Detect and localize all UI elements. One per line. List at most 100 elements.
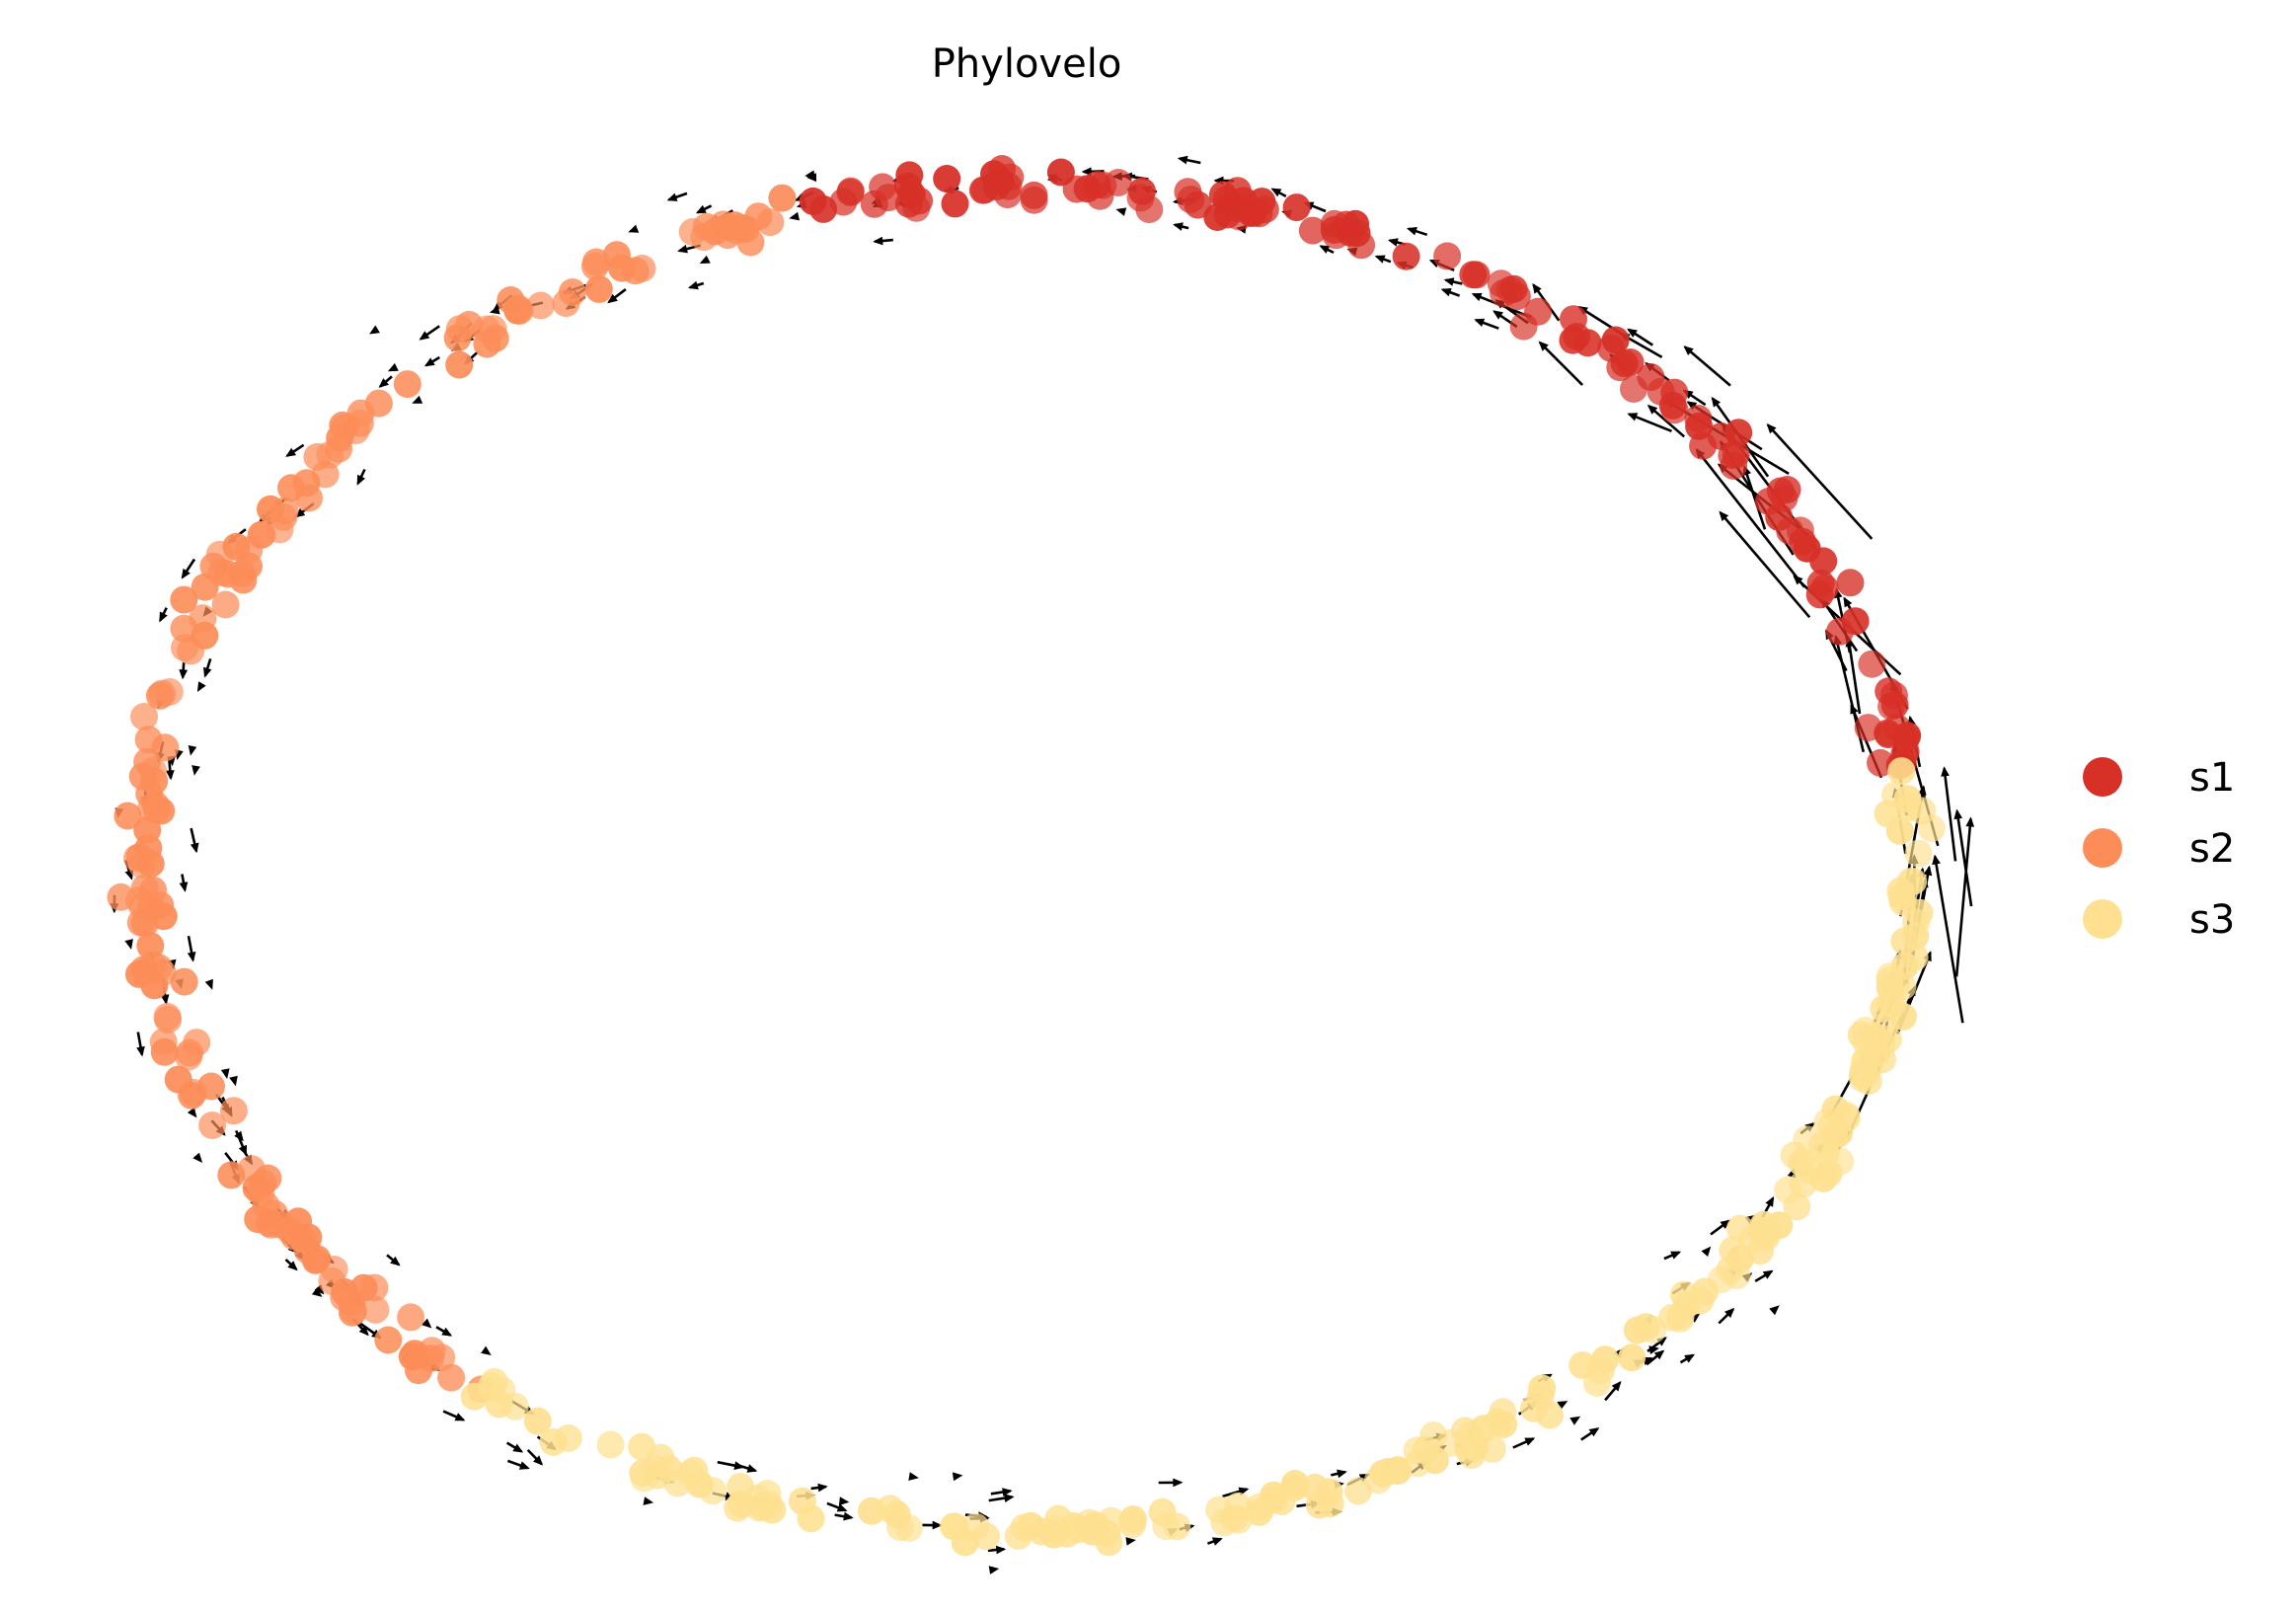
velocity-arrow (435, 1326, 453, 1337)
velocity-arrows (110, 155, 1975, 1574)
legend-label-s1: s1 (2189, 755, 2235, 801)
velocity-arrow (442, 1410, 466, 1421)
velocity-arrow (196, 681, 206, 692)
velocity-arrow (187, 1107, 197, 1118)
velocity-arrow (159, 607, 168, 623)
velocity-arrow (922, 1520, 943, 1530)
cell-point-s2 (731, 215, 760, 244)
velocity-arrow (1474, 318, 1499, 330)
velocity-arrow (505, 1441, 524, 1453)
velocity-arrow (526, 1448, 544, 1466)
cell-point-s2 (768, 184, 797, 212)
cell-point-s3 (644, 1461, 672, 1490)
velocity-arrow (1270, 188, 1287, 198)
cell-point-s1 (1766, 477, 1795, 505)
cell-point-s3 (1814, 1159, 1843, 1188)
cell-point-s1 (1720, 451, 1748, 480)
velocity-arrow (285, 443, 305, 457)
cell-point-s3 (676, 1459, 705, 1488)
velocity-arrow (1627, 413, 1672, 433)
cell-point-s3 (554, 1423, 582, 1452)
velocity-arrow (1440, 288, 1461, 297)
cell-point-s3 (460, 1382, 489, 1411)
cell-point-s2 (217, 1161, 246, 1190)
cell-point-s1 (1509, 312, 1538, 341)
cell-point-s2 (374, 1326, 403, 1354)
cell-point-s1 (1487, 269, 1515, 298)
cell-point-s3 (1403, 1436, 1431, 1465)
velocity-arrow (1953, 808, 1973, 907)
cell-point-s2 (360, 1273, 389, 1302)
velocity-arrow (699, 255, 711, 264)
cell-point-s3 (480, 1368, 508, 1396)
legend: s1 s2 s3 (2083, 755, 2235, 943)
velocity-arrow (988, 1566, 1000, 1574)
cell-point-s3 (523, 1407, 552, 1435)
cell-point-s2 (183, 1029, 211, 1057)
cell-point-s1 (1836, 569, 1865, 597)
cell-point-s2 (154, 1005, 183, 1034)
velocity-arrow (1158, 1478, 1184, 1488)
cell-point-s2 (329, 411, 357, 439)
velocity-arrow (1769, 1305, 1780, 1316)
cell-point-s1 (1867, 748, 1894, 777)
cell-point-s1 (1126, 184, 1155, 212)
cell-point-s2 (130, 703, 158, 730)
cell-point-s1 (1809, 547, 1838, 576)
velocity-arrow (1627, 328, 1654, 346)
velocity-arrow (987, 1545, 1007, 1555)
cell-point-s3 (727, 1473, 755, 1501)
velocity-arrow (1683, 345, 1731, 387)
cell-point-s2 (136, 850, 165, 878)
velocity-arrow (628, 224, 640, 233)
velocity-arrow (1719, 510, 1811, 619)
cell-point-s2 (443, 324, 472, 352)
cell-point-s3 (1669, 1280, 1698, 1309)
velocity-arrow (506, 1459, 530, 1470)
velocity-arrow (1125, 1537, 1136, 1546)
velocity-arrow (1645, 1349, 1665, 1366)
legend-label-s2: s2 (2189, 826, 2235, 872)
cell-point-s3 (941, 1512, 969, 1541)
cell-point-s2 (445, 350, 474, 379)
cell-points (107, 155, 1946, 1557)
cell-point-s2 (479, 315, 507, 344)
cell-point-s3 (1618, 1343, 1646, 1372)
velocity-arrow (988, 1494, 1015, 1502)
cell-point-s2 (170, 585, 198, 614)
velocity-arrow (386, 1254, 401, 1267)
cell-point-s2 (497, 286, 525, 314)
velocity-arrow (181, 558, 196, 579)
cell-point-s3 (1040, 1515, 1069, 1543)
cell-point-s2 (133, 815, 162, 844)
velocity-arrow (826, 1501, 848, 1512)
velocity-arrow (387, 362, 399, 372)
cell-point-s1 (1239, 198, 1267, 227)
cell-point-s2 (130, 909, 159, 938)
velocity-arrow (873, 236, 893, 246)
cell-point-s3 (1901, 922, 1930, 951)
cell-point-s2 (552, 289, 580, 318)
velocity-arrow (421, 1318, 432, 1329)
cell-point-s2 (255, 1209, 283, 1237)
velocity-arrow (1954, 816, 1975, 977)
cell-point-s3 (1484, 1408, 1512, 1436)
velocity-arrow (607, 288, 627, 304)
cell-point-s3 (1374, 1458, 1402, 1486)
cell-point-s3 (1789, 1170, 1817, 1198)
cell-point-s3 (1591, 1345, 1620, 1374)
cell-point-s3 (1148, 1497, 1177, 1526)
cell-point-s2 (361, 1295, 390, 1324)
velocity-arrow (179, 662, 189, 680)
velocity-arrow (1319, 245, 1335, 255)
cell-point-s1 (1689, 431, 1718, 460)
cell-point-s3 (1719, 1236, 1747, 1265)
cell-point-s1 (1660, 396, 1689, 424)
cell-point-s1 (836, 177, 865, 205)
cell-point-s3 (1783, 1192, 1811, 1221)
cell-point-s1 (1174, 178, 1202, 206)
cell-point-s3 (1245, 1498, 1273, 1526)
velocity-arrow (165, 757, 175, 781)
cell-point-s3 (1788, 1148, 1816, 1177)
cell-point-s2 (331, 1277, 359, 1306)
